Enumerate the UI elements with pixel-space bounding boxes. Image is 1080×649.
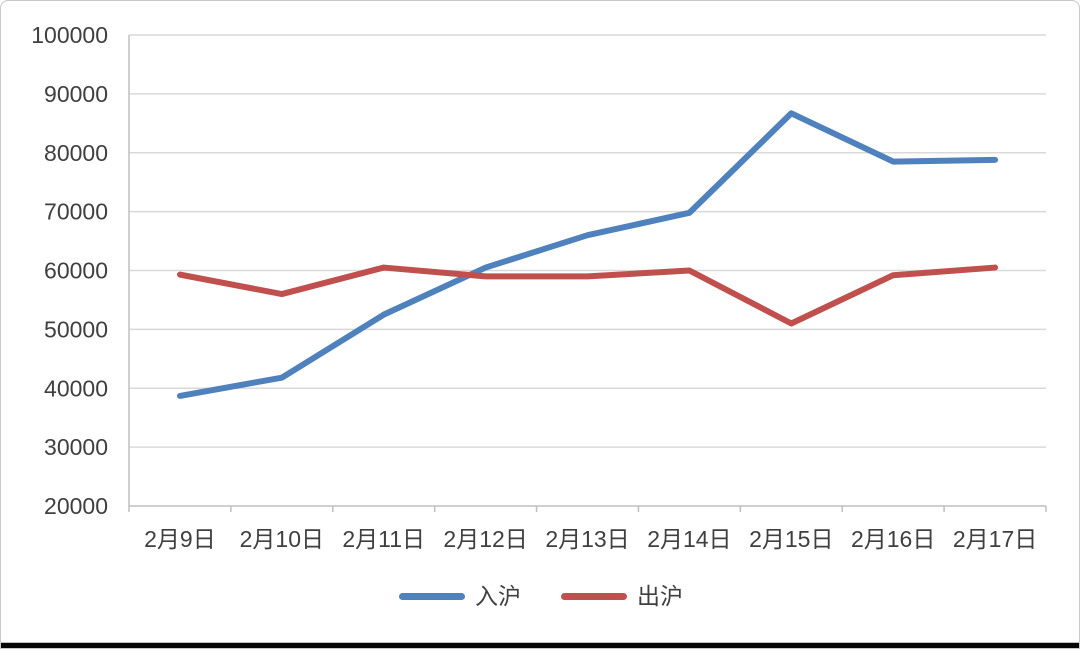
bottom-bar <box>1 642 1079 648</box>
y-axis-label: 30000 <box>44 434 108 460</box>
x-axis-label: 2月14日 <box>647 526 731 552</box>
series-line-inbound <box>176 110 999 399</box>
y-axis-label: 90000 <box>44 81 108 107</box>
y-axis-label: 20000 <box>44 493 108 519</box>
y-axis-label: 80000 <box>44 140 108 166</box>
y-axis-label: 40000 <box>44 375 108 401</box>
x-axis-label: 2月9日 <box>144 526 216 552</box>
x-axis-label: 2月17日 <box>953 526 1037 552</box>
y-axis-label: 50000 <box>44 316 108 342</box>
x-axis-label: 2月16日 <box>851 526 935 552</box>
y-axis-label: 100000 <box>31 22 108 48</box>
y-axis-label: 60000 <box>44 258 108 284</box>
x-axis-label: 2月11日 <box>342 526 425 552</box>
series-line-outbound <box>176 264 999 327</box>
x-axis-label: 2月13日 <box>545 526 629 552</box>
y-axis-label: 70000 <box>44 199 108 225</box>
x-axis-label: 2月15日 <box>749 526 833 552</box>
x-axis-label: 2月10日 <box>240 526 324 552</box>
x-axis-label: 2月12日 <box>443 526 527 552</box>
